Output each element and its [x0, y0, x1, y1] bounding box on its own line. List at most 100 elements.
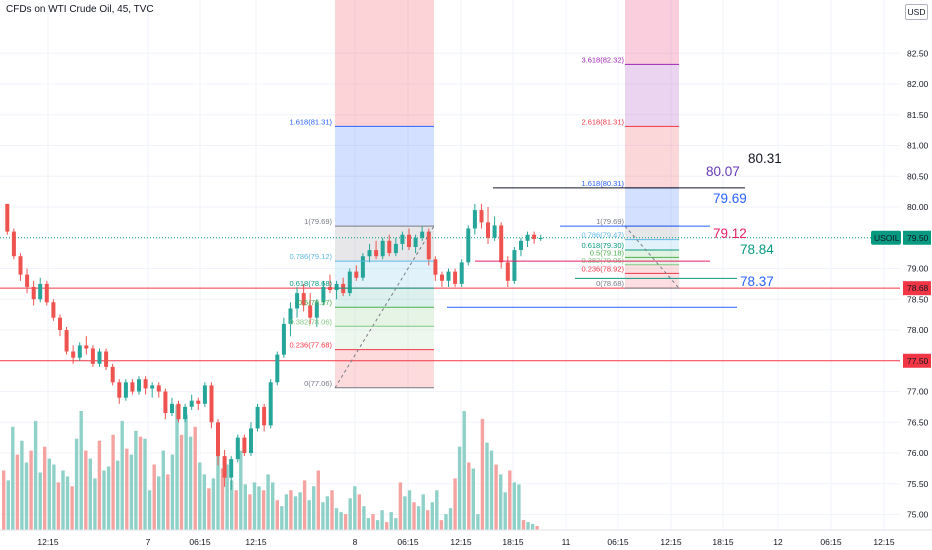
- volume-bar: [125, 448, 129, 530]
- candle-body: [104, 351, 109, 367]
- candle-body: [268, 382, 273, 426]
- volume-bar: [280, 506, 284, 530]
- fib-level-label: 0.786(79.47): [581, 231, 624, 240]
- candle-body: [137, 379, 141, 392]
- candle-body: [512, 250, 517, 281]
- volume-bar: [343, 514, 348, 530]
- volume-bar: [56, 482, 61, 530]
- candle-body: [90, 348, 95, 364]
- candle-body: [413, 237, 418, 247]
- time-tick-label: 06:15: [607, 537, 629, 547]
- volume-bar: [207, 488, 211, 530]
- volume-bar: [389, 512, 393, 530]
- time-tick-label: 12:15: [245, 537, 267, 547]
- currency-button[interactable]: USD: [905, 4, 928, 20]
- fib-band: [625, 126, 679, 188]
- volume-bar: [530, 524, 535, 530]
- fib-band: [625, 0, 679, 65]
- fib-level-label: 1.618(80.31): [581, 179, 624, 188]
- fib-level-label: 0(78.68): [596, 279, 624, 288]
- volume-bar: [421, 494, 425, 530]
- fib-level-label: 1(79.69): [304, 217, 332, 226]
- volume-bar: [521, 520, 526, 530]
- volume-bar: [234, 490, 238, 530]
- candle-body: [328, 286, 332, 290]
- fib-trend-line: [334, 225, 435, 389]
- candle-body: [453, 271, 458, 284]
- fib-band: [335, 326, 434, 350]
- volume-bar: [257, 486, 261, 530]
- horizontal-levels: [0, 237, 900, 362]
- candle-body: [150, 385, 155, 389]
- volume-bar: [252, 482, 257, 530]
- symbol-title[interactable]: CFDs on WTI Crude Oil, 45, TVC: [6, 4, 154, 15]
- candle-body: [505, 262, 510, 281]
- candle-body: [156, 385, 161, 392]
- volume-bar: [293, 496, 298, 530]
- volume-bar: [193, 426, 197, 530]
- price-tick-label: 77.00: [907, 387, 929, 397]
- fib-band: [625, 64, 679, 127]
- time-axis[interactable]: 12:15 7 06:15 12:15 8 06:15 12:15 18:15 11 06:15 1…: [0, 529, 932, 550]
- volume-bar: [494, 464, 498, 530]
- volume-bar: [535, 526, 539, 530]
- volume-bar: [375, 520, 380, 530]
- candle-body: [117, 382, 122, 398]
- volume-bar: [362, 506, 366, 530]
- candle-body: [426, 231, 431, 260]
- annotation-label: 80.31: [748, 151, 782, 166]
- volume-bar: [248, 494, 252, 530]
- volume-bar: [471, 468, 475, 530]
- price-tick-label: 78.00: [907, 325, 929, 335]
- candle-body: [44, 283, 49, 303]
- volume-bar: [499, 474, 503, 530]
- time-tick-label: 7: [146, 537, 151, 547]
- time-tick-label: 18:15: [712, 537, 734, 547]
- candle-body: [77, 345, 82, 358]
- candle-body: [459, 262, 464, 284]
- fib-band: [625, 264, 679, 289]
- fib-level-label: 0.236(77.68): [289, 341, 332, 350]
- price-tick-label: 82.00: [907, 79, 929, 89]
- price-axis[interactable]: 82.50 82.00 81.50 81.00 80.50 80.00 79.00 78.50…: [871, 0, 932, 550]
- candle-body: [255, 406, 260, 429]
- fib-band: [335, 0, 434, 127]
- volume-bar: [84, 450, 88, 530]
- volume-bar: [147, 490, 152, 530]
- volume-bar: [284, 494, 289, 530]
- volume-bar: [366, 518, 371, 530]
- candle-body: [360, 256, 365, 278]
- candle-body: [288, 308, 293, 324]
- fib-band: [625, 239, 679, 251]
- volume-bar: [403, 496, 407, 530]
- volume-bar: [385, 522, 389, 530]
- time-tick-label: 8: [353, 537, 358, 547]
- fib-band: [335, 126, 434, 227]
- volume-bar: [371, 514, 375, 530]
- volume-bar: [298, 492, 302, 530]
- volume-bar: [353, 486, 357, 530]
- annotation-label: 79.12: [713, 226, 747, 241]
- candle-body: [31, 286, 36, 300]
- volume-bar: [152, 464, 156, 530]
- volume-bar: [426, 510, 430, 530]
- volume-bar: [517, 484, 521, 530]
- price-tick-label: 75.00: [907, 510, 929, 520]
- volume-bar: [453, 478, 457, 530]
- candle-body: [295, 293, 300, 309]
- annotation-label: 79.69: [713, 191, 747, 206]
- volume-bar: [202, 474, 206, 530]
- volume-bars: [2, 405, 539, 530]
- volume-bar: [33, 420, 38, 530]
- volume-bar: [24, 462, 29, 530]
- volume-bar: [184, 414, 188, 530]
- volume-bar: [79, 411, 83, 530]
- fib-band: [335, 288, 434, 308]
- volume-bar: [11, 426, 15, 530]
- volume-bar: [380, 510, 384, 530]
- candle-body: [532, 234, 537, 239]
- time-tick-label: 12: [773, 537, 783, 547]
- candle-body: [38, 283, 43, 300]
- volume-bar: [43, 446, 47, 530]
